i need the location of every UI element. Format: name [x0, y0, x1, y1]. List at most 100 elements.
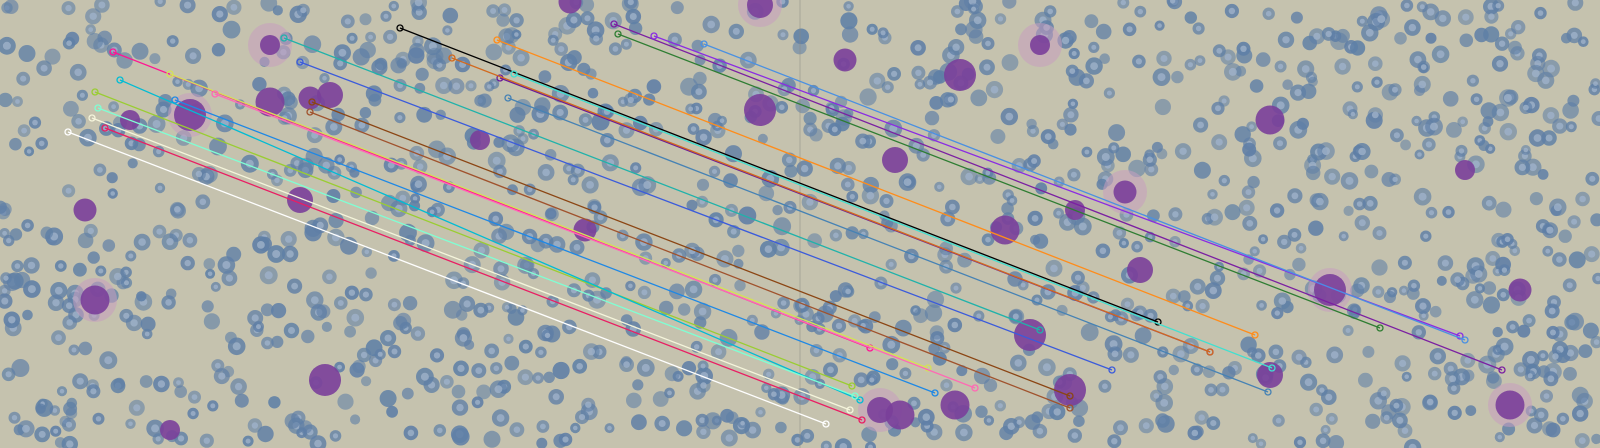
red-blood-cell-pale-center — [1198, 414, 1205, 421]
red-blood-cell-pale-center — [1543, 393, 1550, 399]
red-blood-cell — [298, 420, 313, 434]
red-blood-cell-pale-center — [414, 180, 423, 188]
red-blood-cell-pale-center — [1056, 210, 1061, 216]
red-blood-cell-pale-center — [1481, 125, 1488, 131]
red-blood-cell-pale-center — [1070, 171, 1077, 178]
red-blood-cell — [174, 385, 187, 399]
red-blood-cell-pale-center — [414, 330, 422, 337]
red-blood-cell-pale-center — [1545, 248, 1551, 254]
white-blood-cell-nucleus — [1455, 160, 1475, 180]
red-blood-cell-pale-center — [27, 261, 36, 270]
red-blood-cell-pale-center — [1191, 429, 1199, 437]
red-blood-cell — [139, 375, 153, 388]
red-blood-cell-pale-center — [997, 16, 1004, 22]
red-blood-cell — [696, 178, 710, 191]
red-blood-cell-pale-center — [1503, 94, 1512, 102]
match-keypoint-right — [971, 384, 979, 392]
red-blood-cell-pale-center — [98, 268, 104, 274]
red-blood-cell — [86, 33, 104, 50]
red-blood-cell-pale-center — [95, 416, 102, 422]
red-blood-cell-pale-center — [71, 347, 77, 353]
red-blood-cell — [1184, 11, 1198, 24]
red-blood-cell-pale-center — [391, 348, 398, 355]
red-blood-cell — [350, 414, 361, 425]
red-blood-cell-pale-center — [1414, 55, 1422, 64]
red-blood-cell — [835, 109, 853, 126]
red-blood-cell-pale-center — [578, 414, 586, 421]
red-blood-cell-pale-center — [1523, 147, 1529, 153]
match-line — [174, 99, 936, 394]
red-blood-cell-pale-center — [587, 347, 595, 356]
red-blood-cell-pale-center — [1579, 195, 1586, 203]
red-blood-cell-pale-center — [1246, 220, 1254, 227]
red-blood-cell — [0, 202, 12, 216]
white-blood-cell-nucleus — [73, 198, 97, 222]
red-blood-cell-pale-center — [1281, 238, 1288, 246]
red-blood-cell-pale-center — [351, 313, 360, 322]
red-blood-cell-pale-center — [1194, 366, 1200, 373]
red-blood-cell-pale-center — [1530, 421, 1539, 430]
red-blood-cell — [1335, 28, 1350, 43]
red-blood-cell-pale-center — [990, 85, 999, 94]
red-blood-cell — [1400, 139, 1411, 151]
red-blood-cell-pale-center — [641, 289, 648, 296]
red-blood-cell-pale-center — [1470, 295, 1479, 304]
red-blood-cell — [758, 185, 775, 202]
red-blood-cell — [975, 405, 988, 418]
red-blood-cell-pale-center — [468, 83, 474, 89]
red-blood-cell — [932, 351, 947, 366]
red-blood-cell — [1095, 23, 1112, 40]
red-blood-cell — [379, 390, 397, 407]
red-blood-cell-pale-center — [888, 261, 894, 267]
red-blood-cell-pale-center — [1495, 2, 1501, 9]
white-blood-cell-nucleus — [885, 400, 915, 430]
red-blood-cell-pale-center — [245, 159, 254, 168]
red-blood-cell-pale-center — [1571, 0, 1579, 7]
red-blood-cell — [829, 290, 842, 303]
red-blood-cell-pale-center — [1228, 67, 1237, 76]
red-blood-cell-pale-center — [1071, 432, 1079, 439]
red-blood-cell-pale-center — [178, 435, 185, 442]
red-blood-cell-pale-center — [1009, 198, 1015, 203]
red-blood-cell-pale-center — [1216, 47, 1223, 54]
red-blood-cell-pale-center — [1258, 441, 1264, 447]
red-blood-cell-pale-center — [1304, 378, 1313, 387]
red-blood-cell-pale-center — [1106, 90, 1112, 96]
match-keypoint-right — [1268, 364, 1276, 372]
red-blood-cell-pale-center — [38, 430, 46, 438]
feature-match-lines — [64, 20, 1506, 428]
red-blood-cell — [44, 48, 61, 65]
red-blood-cell-pale-center — [155, 436, 161, 442]
red-blood-cell-pale-center — [285, 235, 293, 243]
red-blood-cell-pale-center — [286, 250, 294, 258]
red-blood-cell-pale-center — [1451, 409, 1458, 417]
red-blood-cell — [451, 427, 470, 446]
red-blood-cell-pale-center — [3, 275, 9, 281]
red-blood-cell-pale-center — [8, 316, 16, 324]
red-blood-cell-pale-center — [184, 1, 192, 9]
red-blood-cell-pale-center — [257, 241, 265, 249]
red-blood-cell-pale-center — [274, 177, 280, 183]
red-blood-cell-pale-center — [1071, 51, 1077, 56]
red-blood-cell-pale-center — [66, 440, 74, 448]
red-blood-cell-pale-center — [786, 156, 793, 164]
red-blood-cell-pale-center — [997, 403, 1003, 409]
red-blood-cell-pale-center — [971, 6, 977, 12]
red-blood-cell-pale-center — [866, 191, 875, 200]
red-blood-cell-pale-center — [920, 151, 927, 158]
red-blood-cell-pale-center — [1377, 15, 1386, 24]
match-keypoint-right — [822, 420, 830, 428]
red-blood-cell-pale-center — [1418, 80, 1427, 89]
red-blood-cell-pale-center — [869, 26, 875, 32]
red-blood-cell-pale-center — [218, 372, 226, 380]
red-blood-cell-pale-center — [1576, 409, 1584, 418]
red-blood-cell — [1558, 229, 1572, 243]
red-blood-cell-pale-center — [540, 423, 546, 430]
red-blood-cell — [386, 405, 398, 418]
red-blood-cell-pale-center — [1199, 302, 1206, 310]
red-blood-cell — [1154, 98, 1171, 116]
red-blood-cell-pale-center — [1404, 2, 1410, 9]
red-blood-cell-pale-center — [983, 63, 991, 71]
red-blood-cell — [1108, 124, 1126, 142]
match-line — [119, 79, 861, 401]
